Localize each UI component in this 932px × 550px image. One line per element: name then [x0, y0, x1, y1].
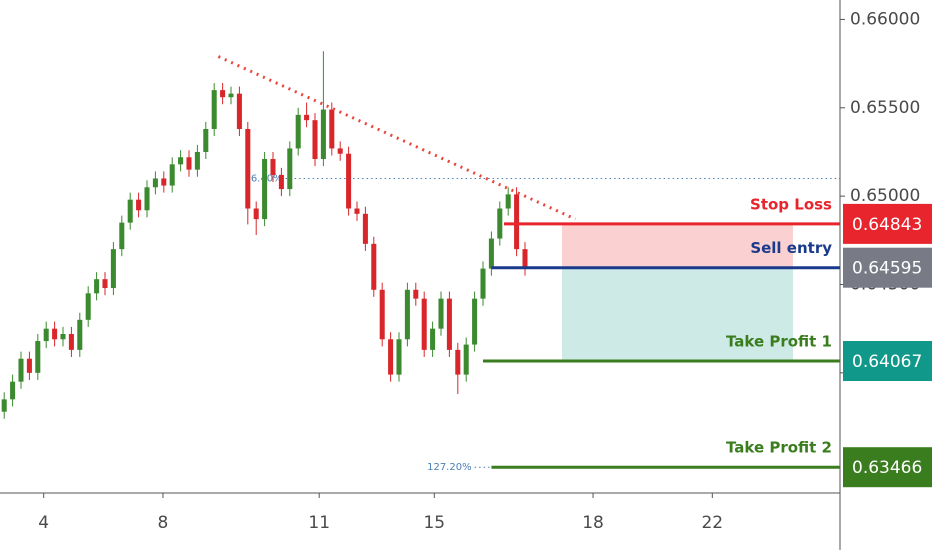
price-box	[843, 341, 932, 382]
candle-body	[505, 194, 511, 209]
candle-body	[480, 268, 486, 299]
candle-body	[388, 339, 394, 375]
candle-body	[472, 298, 478, 345]
candle-body	[119, 222, 125, 250]
candle-body	[522, 249, 528, 269]
candle-body	[211, 90, 217, 129]
candle-body	[354, 208, 360, 214]
candle-body	[228, 93, 234, 98]
candle-body	[253, 208, 259, 220]
candle-body	[455, 349, 461, 375]
candle-body	[1, 399, 7, 412]
candle-body	[262, 159, 268, 220]
candle-body	[245, 128, 251, 209]
price-box	[843, 203, 932, 244]
trendline	[217, 55, 577, 221]
price-box-label: 0.63466	[852, 458, 922, 478]
candle-body	[60, 333, 66, 340]
candle-body	[514, 194, 520, 250]
y-tick-label: 0.65500	[850, 98, 920, 118]
candle-body	[178, 157, 184, 165]
candle-body	[396, 339, 402, 375]
candle-body	[329, 109, 335, 149]
candle-body	[312, 120, 318, 160]
candle-body	[161, 178, 167, 186]
reward-zone	[561, 267, 793, 362]
candle-body	[438, 298, 444, 329]
price-box-label: 0.64595	[852, 259, 922, 279]
y-tick-label: 0.66000	[850, 9, 920, 29]
candle-body	[110, 249, 116, 289]
candle-body	[446, 298, 452, 350]
x-tick-label: 18	[582, 513, 604, 533]
candle-body	[136, 199, 142, 211]
candle-body	[102, 279, 108, 289]
candle-body	[320, 109, 326, 160]
candle-body	[404, 289, 410, 340]
price-box-label: 0.64843	[852, 215, 922, 235]
candle-body	[169, 164, 175, 186]
x-tick-label: 8	[158, 513, 169, 533]
candle-body	[26, 358, 32, 373]
candle-body	[152, 178, 158, 188]
candle-body	[85, 293, 91, 320]
candle-body	[497, 208, 503, 239]
candle-body	[463, 344, 469, 375]
candle-body	[186, 157, 192, 170]
candle-body	[346, 153, 352, 209]
candle-body	[371, 243, 377, 290]
candle-body	[144, 187, 150, 211]
candle-body	[278, 174, 284, 190]
candle-body	[287, 148, 293, 190]
x-tick-label: 22	[701, 513, 723, 533]
candle-body	[203, 128, 209, 152]
candle-body	[220, 90, 226, 98]
price-box	[843, 247, 932, 288]
candle-body	[488, 238, 494, 269]
candle-body	[77, 319, 83, 350]
candle-body	[337, 148, 343, 154]
price-box	[843, 447, 932, 488]
candle-body	[430, 328, 436, 350]
candle-body	[295, 114, 301, 149]
candle-body	[18, 358, 24, 382]
candle-body	[10, 381, 16, 400]
candle-body	[68, 333, 74, 350]
candle-body	[127, 199, 133, 223]
level-name: Take Profit 1	[726, 333, 832, 351]
y-tick-label: 0.65000	[850, 186, 920, 206]
x-tick-label: 11	[308, 513, 330, 533]
risk-zone	[561, 223, 793, 268]
fib-label: 127.20%	[427, 462, 472, 473]
candle-body	[43, 328, 49, 342]
price-box-label: 0.64067	[852, 352, 922, 372]
level-name: Stop Loss	[750, 195, 832, 213]
candle-body	[270, 159, 276, 175]
candle-body	[421, 298, 427, 350]
candle-body	[35, 341, 41, 373]
candle-body	[304, 114, 310, 121]
candle-body	[236, 93, 242, 129]
candle-body	[194, 151, 200, 170]
candle-body	[52, 328, 58, 340]
candle-body	[379, 289, 385, 340]
candle-body	[413, 289, 419, 299]
level-name: Take Profit 2	[726, 439, 832, 457]
candle-body	[362, 213, 368, 244]
x-tick-label: 4	[38, 513, 49, 533]
x-tick-label: 15	[423, 513, 445, 533]
level-name: Sell entry	[750, 239, 832, 257]
candle-body	[94, 279, 100, 294]
